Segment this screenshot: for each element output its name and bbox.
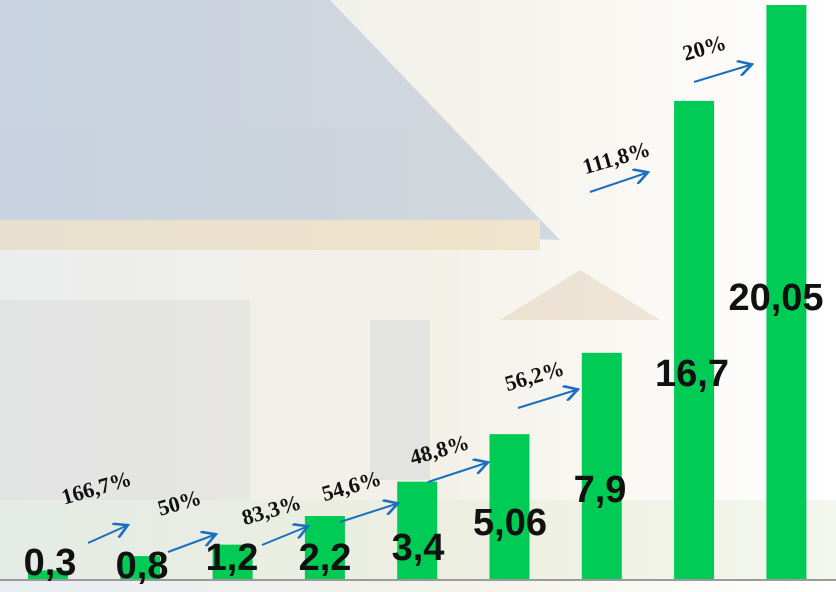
growth-arrow: [693, 65, 750, 83]
value-label: 5,06: [473, 502, 547, 544]
growth-arrow: [427, 463, 486, 483]
bar: [304, 516, 345, 579]
bar: [489, 434, 530, 579]
bar: [28, 570, 68, 579]
growth-arrow: [87, 526, 126, 544]
bar: [397, 481, 438, 579]
growth-arrow: [589, 173, 646, 193]
value-label: 2,2: [299, 537, 352, 579]
bar: [212, 544, 253, 579]
bar: [120, 556, 161, 579]
value-label: 16,7: [655, 353, 729, 395]
value-label: 0,3: [24, 542, 77, 584]
value-label: 1,2: [206, 537, 259, 579]
bar: [581, 352, 622, 579]
value-label: 20,05: [728, 277, 823, 319]
value-label: 3,4: [392, 527, 445, 569]
bar: [766, 5, 807, 579]
growth-arrow: [339, 504, 396, 523]
value-label: 7,9: [574, 469, 627, 511]
value-label: 0,8: [116, 545, 169, 587]
growth-arrow: [517, 390, 576, 409]
house-photo: [0, 0, 836, 580]
growth-arrow: [261, 527, 306, 546]
bar: [674, 100, 715, 579]
growth-arrow: [167, 535, 214, 553]
